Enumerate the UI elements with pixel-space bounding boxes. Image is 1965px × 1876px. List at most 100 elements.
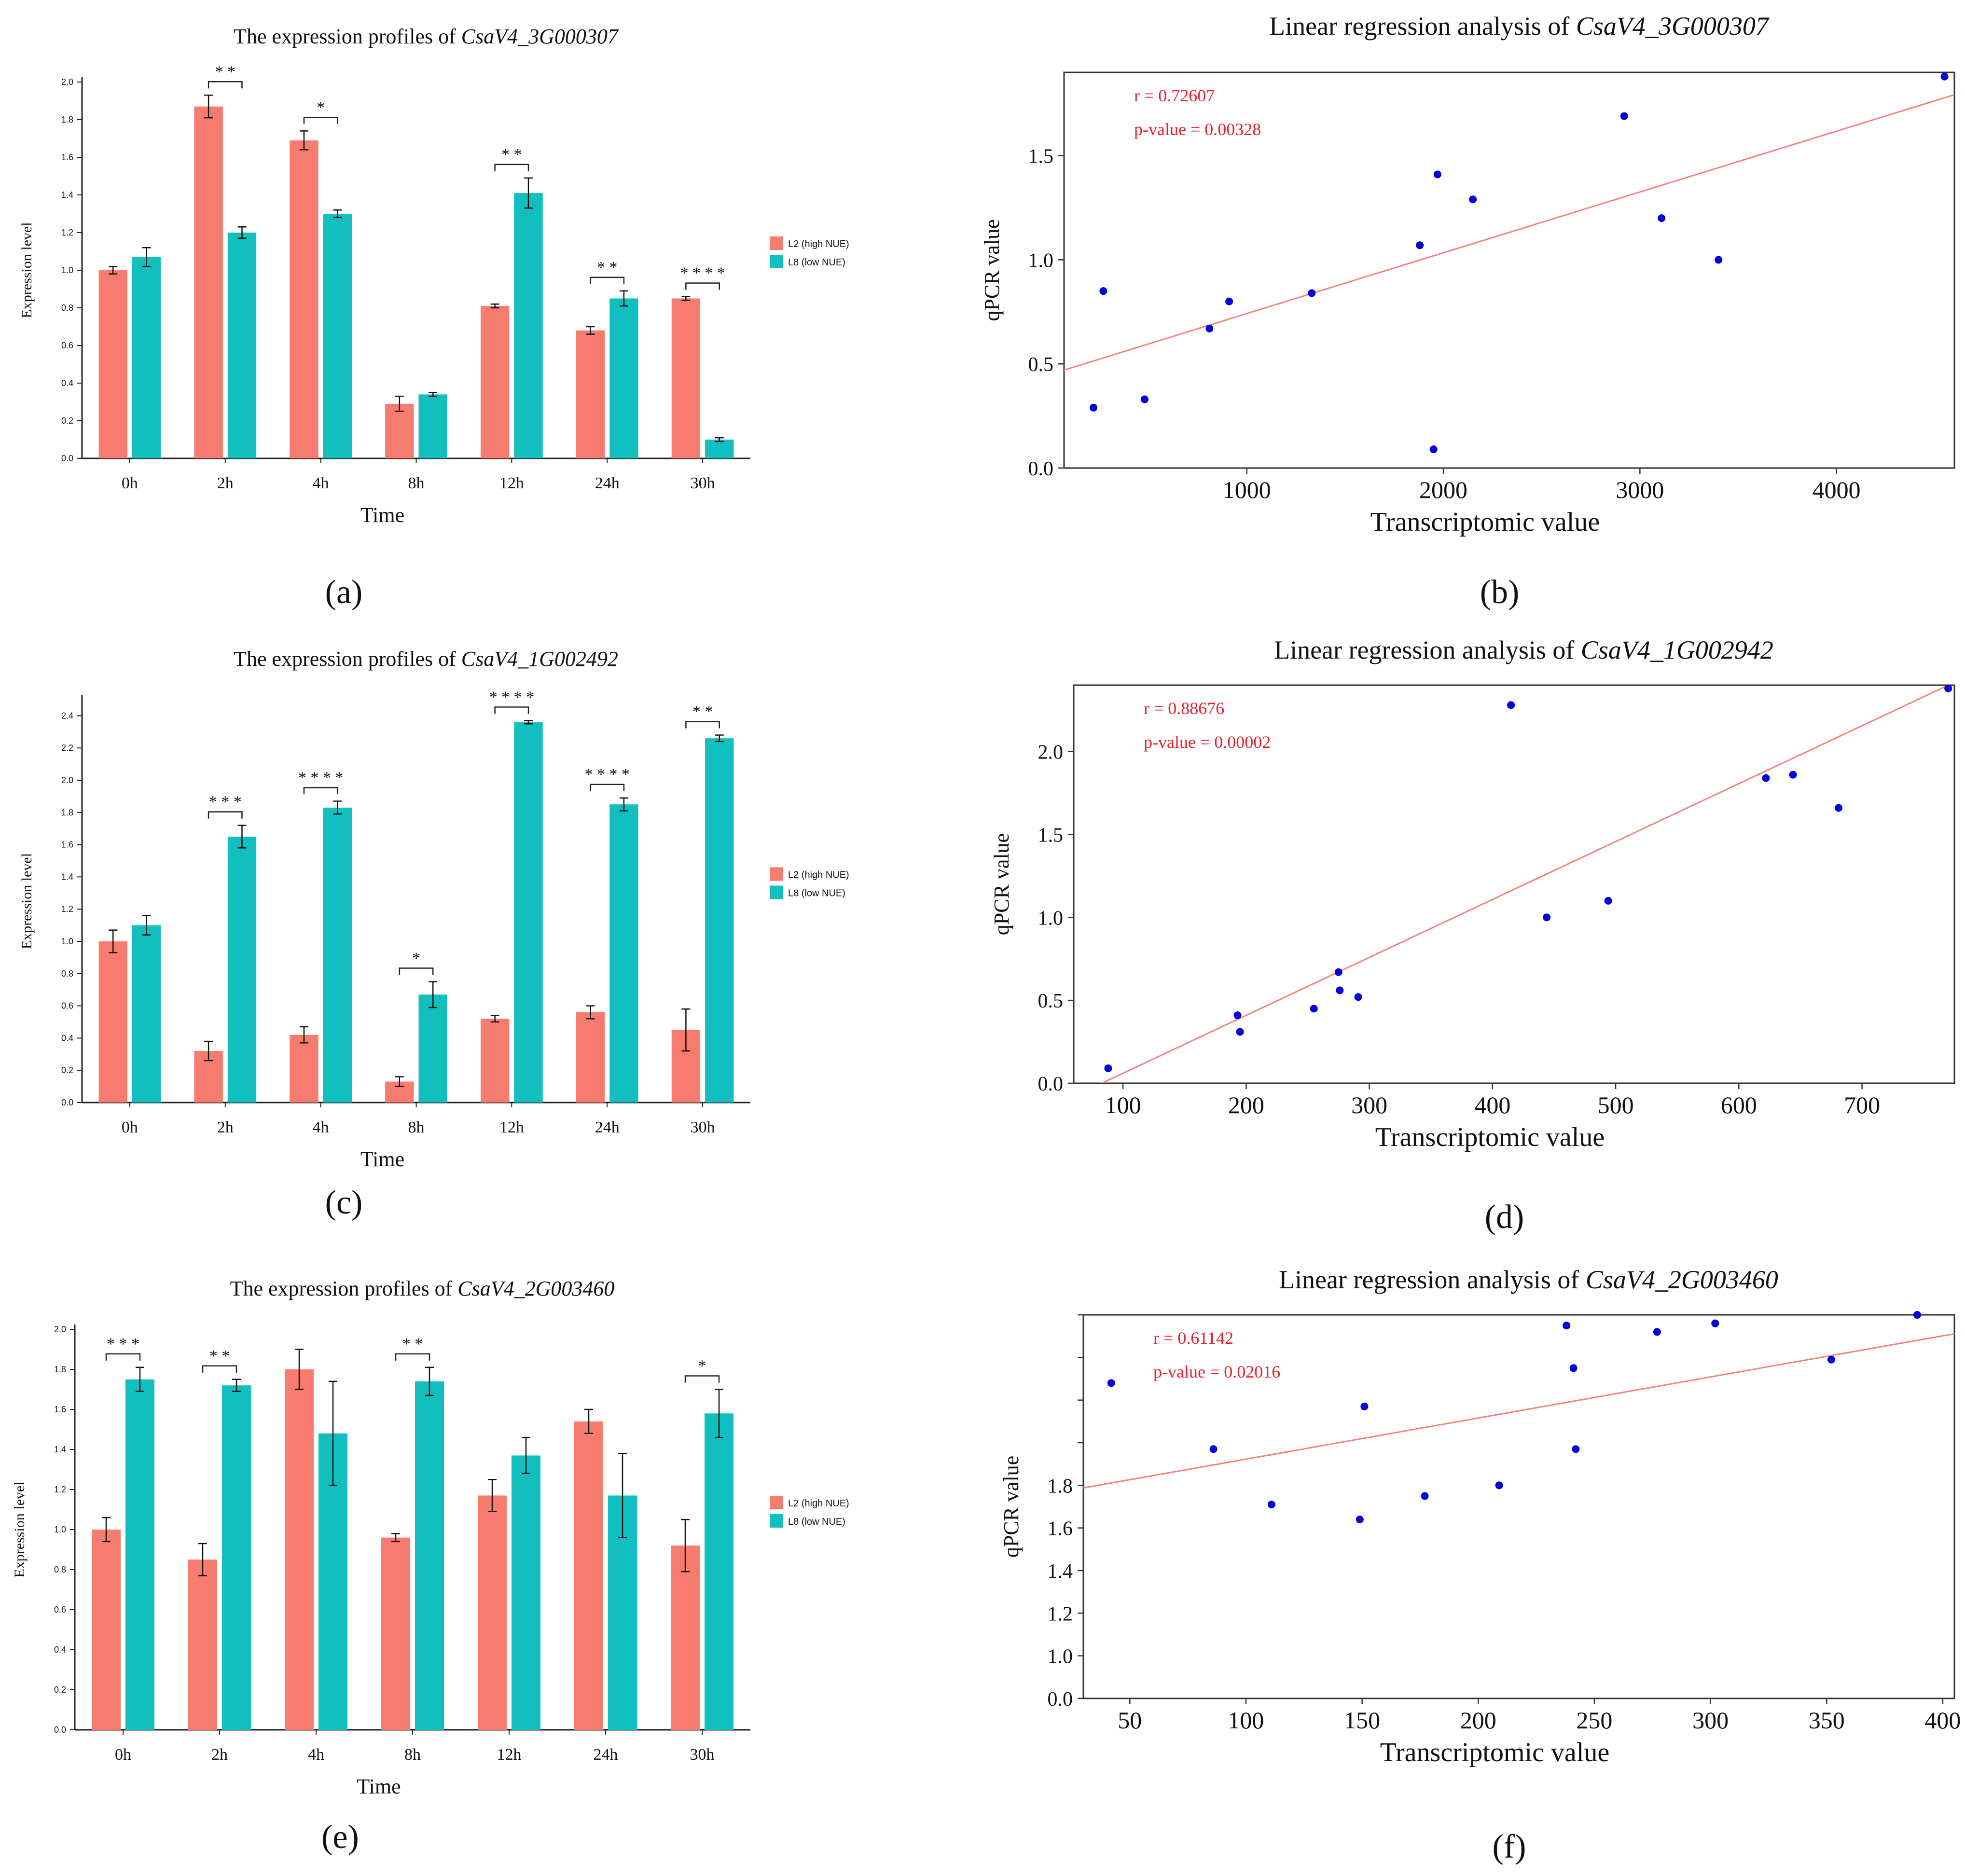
data-point bbox=[1310, 1005, 1318, 1013]
plot-frame bbox=[1082, 1314, 1955, 1699]
bar-l2 bbox=[576, 1012, 605, 1103]
bar-l8 bbox=[705, 1413, 733, 1730]
data-point bbox=[1495, 1481, 1503, 1490]
bar-l8 bbox=[132, 257, 161, 458]
bar-l2 bbox=[478, 1495, 507, 1730]
x-axis-label: Time bbox=[357, 1775, 401, 1798]
y-tick-label: 2.0 bbox=[1038, 742, 1064, 764]
bar-l2 bbox=[92, 1530, 121, 1730]
p-value: p-value = 0.00328 bbox=[1134, 120, 1261, 139]
bar-l2 bbox=[285, 1369, 314, 1730]
chart-title: Linear regression analysis of CsaV4_3G00… bbox=[1269, 12, 1770, 41]
significance-stars: * * bbox=[692, 703, 713, 720]
data-point bbox=[1789, 771, 1797, 779]
data-point bbox=[1267, 1501, 1275, 1509]
legend-label: L8 (low NUE) bbox=[788, 1517, 845, 1527]
y-tick-label: 1.0 bbox=[54, 1525, 66, 1534]
significance-stars: * * * * bbox=[584, 766, 630, 784]
regression-line bbox=[1064, 94, 1954, 371]
significance-bracket bbox=[208, 811, 243, 819]
bar-l2 bbox=[385, 403, 414, 458]
bar-l8 bbox=[132, 925, 161, 1103]
y-tick-label: 1.6 bbox=[54, 1405, 66, 1414]
x-tick-label: 0h bbox=[122, 1118, 138, 1136]
x-tick-label: 8h bbox=[408, 1118, 425, 1136]
data-point bbox=[1563, 1322, 1571, 1330]
y-tick-label: 1.5 bbox=[1038, 824, 1064, 846]
y-tick-label: 1.5 bbox=[1028, 146, 1054, 168]
data-point bbox=[1356, 1516, 1364, 1523]
data-point bbox=[1835, 804, 1843, 812]
legend-swatch bbox=[770, 1496, 783, 1509]
legend-label: L8 (low NUE) bbox=[788, 888, 845, 899]
chart-title: Linear regression analysis of CsaV4_1G00… bbox=[1274, 635, 1773, 664]
x-tick-label: 0h bbox=[122, 474, 138, 492]
data-point bbox=[1236, 1028, 1244, 1036]
y-tick-label: 0.0 bbox=[61, 1098, 73, 1107]
x-tick-label: 400 bbox=[1924, 1707, 1961, 1734]
y-tick-label: 1.4 bbox=[61, 872, 73, 882]
data-point bbox=[1433, 170, 1441, 179]
data-point bbox=[1205, 324, 1214, 332]
bar-l8 bbox=[415, 1381, 444, 1730]
y-tick-label: 1.4 bbox=[61, 190, 73, 200]
x-axis-label: Time bbox=[360, 503, 404, 527]
significance-stars: * * * bbox=[209, 793, 242, 811]
bar-l2 bbox=[188, 1559, 217, 1730]
y-tick-label: 1.6 bbox=[1048, 1518, 1073, 1540]
y-axis-label: qPCR value bbox=[990, 833, 1013, 935]
bar-l8 bbox=[705, 738, 734, 1103]
plot-frame bbox=[1063, 71, 1955, 469]
y-tick-label: 1.2 bbox=[61, 228, 73, 237]
x-tick-label: 50 bbox=[1118, 1707, 1142, 1734]
data-point bbox=[1572, 1445, 1580, 1453]
chart-title-gene: CsaV4_1G002942 bbox=[1581, 635, 1773, 664]
y-tick-label: 1.6 bbox=[61, 840, 73, 850]
chart-title-gene: CsaV4_3G000307 bbox=[461, 25, 619, 48]
x-tick-label: 2h bbox=[211, 1746, 228, 1764]
legend-label: L8 (low NUE) bbox=[788, 257, 845, 268]
bar-l2 bbox=[671, 1545, 700, 1730]
significance-bracket bbox=[494, 706, 529, 714]
data-point bbox=[1107, 1379, 1115, 1387]
x-tick-label: 12h bbox=[499, 474, 524, 492]
panel-label: (c) bbox=[325, 1184, 363, 1221]
y-tick-label: 0.8 bbox=[61, 969, 73, 979]
data-point bbox=[1429, 445, 1438, 454]
chart-title-gene: CsaV4_2G003460 bbox=[457, 1277, 614, 1300]
x-tick-label: 300 bbox=[1692, 1707, 1729, 1734]
chart-title-prefix: Linear regression analysis of bbox=[1274, 635, 1581, 664]
y-tick-label: 0.6 bbox=[61, 1001, 73, 1011]
significance-bracket bbox=[685, 282, 720, 290]
legend-label: L2 (high NUE) bbox=[788, 1498, 849, 1509]
bar-chart-panel-c: The expression profiles of CsaV4_1G00249… bbox=[19, 647, 849, 1221]
significance-bracket bbox=[395, 1353, 430, 1361]
data-point bbox=[1416, 241, 1424, 249]
y-tick-label: 0.4 bbox=[61, 1033, 73, 1043]
x-tick-label: 2000 bbox=[1419, 476, 1467, 503]
bar-l8 bbox=[514, 193, 543, 459]
data-point bbox=[1099, 287, 1107, 295]
y-tick-label: 0.0 bbox=[1048, 1688, 1073, 1710]
y-axis-label: Expression level bbox=[19, 853, 35, 949]
panel-label: (e) bbox=[321, 1819, 359, 1856]
x-tick-label: 100 bbox=[1105, 1091, 1141, 1118]
chart-title-gene: CsaV4_1G002492 bbox=[461, 647, 618, 671]
significance-stars: * * bbox=[215, 63, 236, 81]
y-tick-label: 2.2 bbox=[61, 743, 73, 753]
significance-stars: * * * * bbox=[680, 264, 725, 282]
significance-stars: * * bbox=[597, 259, 618, 276]
y-tick-label: 0.0 bbox=[54, 1725, 66, 1735]
bar-l2 bbox=[381, 1537, 410, 1730]
significance-bracket bbox=[303, 787, 338, 795]
legend-label: L2 (high NUE) bbox=[788, 239, 849, 249]
legend-swatch bbox=[770, 885, 783, 899]
x-tick-label: 700 bbox=[1844, 1091, 1880, 1118]
data-point bbox=[1140, 395, 1149, 403]
y-tick-label: 0.0 bbox=[1028, 458, 1054, 480]
significance-stars: * * * bbox=[107, 1335, 139, 1353]
significance-stars: * bbox=[317, 98, 325, 116]
bar-l2 bbox=[290, 1035, 318, 1103]
y-tick-label: 0.5 bbox=[1028, 354, 1054, 376]
data-point bbox=[1507, 701, 1515, 709]
